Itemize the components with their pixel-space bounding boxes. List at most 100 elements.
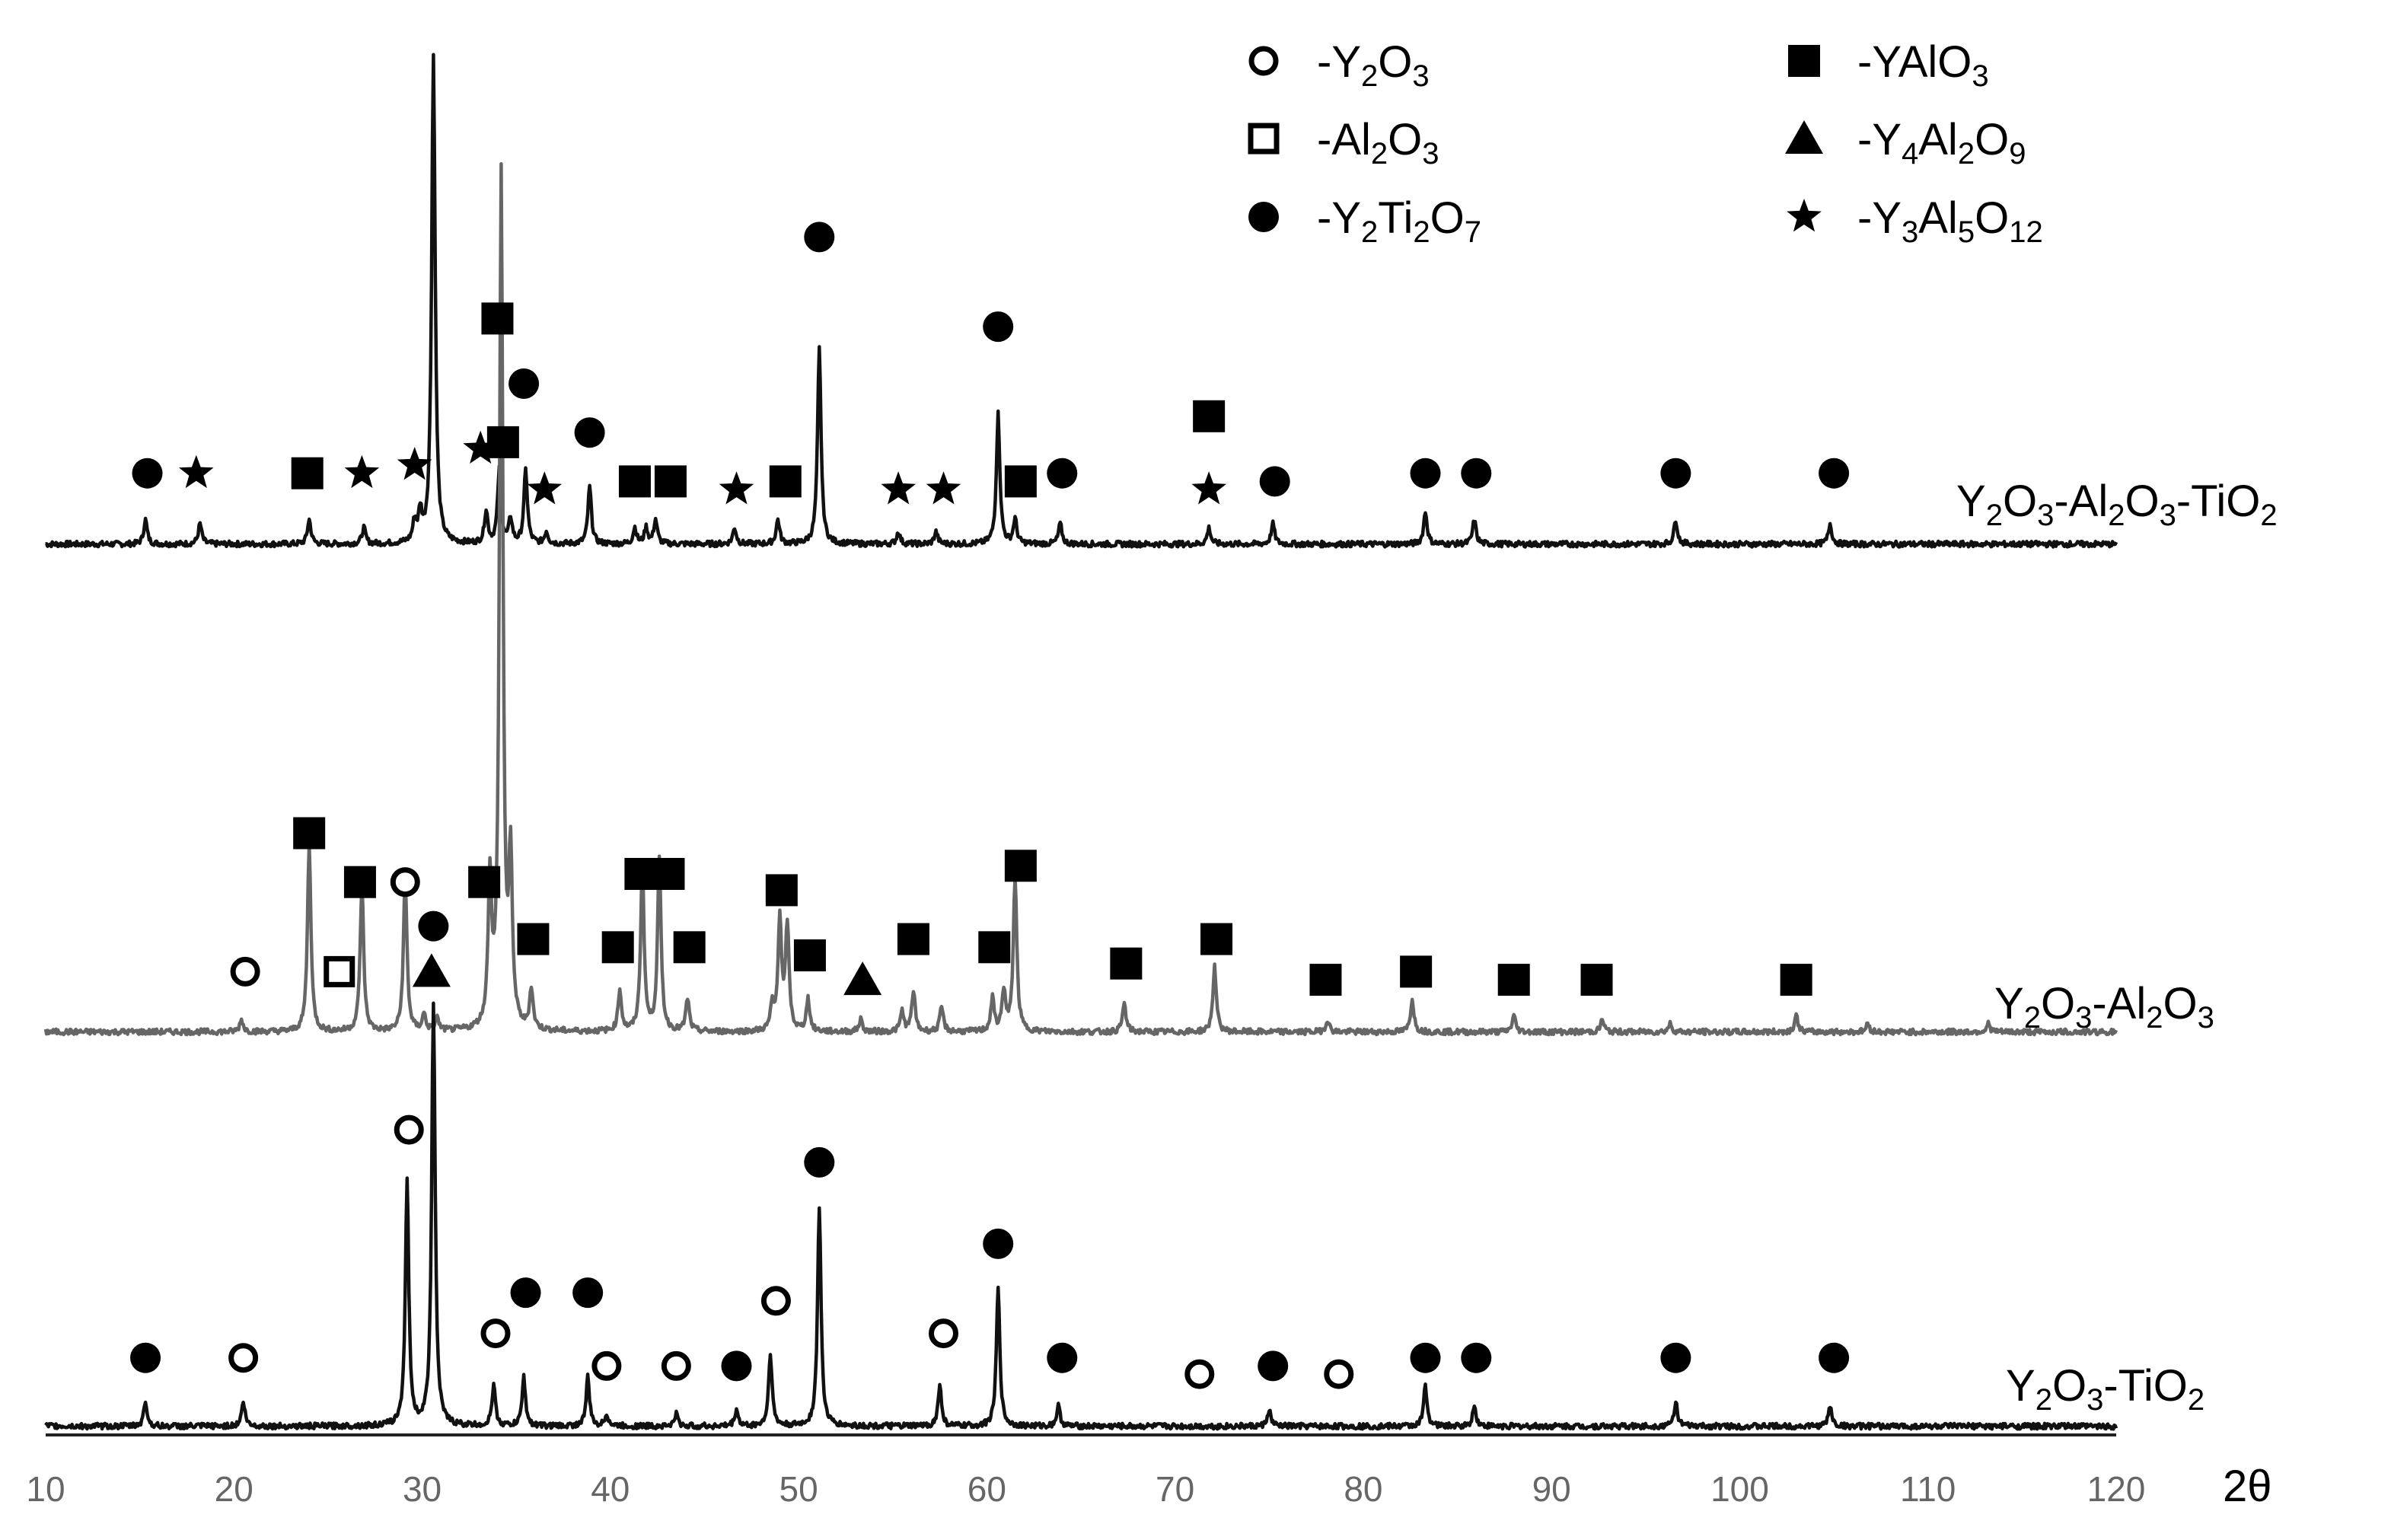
filled-square-marker — [618, 465, 651, 498]
legend-text-part: -Y — [1317, 37, 1361, 87]
x-tick-label: 10 — [26, 1469, 65, 1509]
filled-square-marker — [468, 866, 501, 898]
filled-square-marker — [769, 465, 802, 498]
legend-subscript: 7 — [1465, 215, 1481, 249]
filled-square-marker — [293, 817, 326, 850]
legend-entry-Y2O3: -Y2O3 — [1317, 37, 1430, 93]
star-marker — [1191, 471, 1226, 505]
filled-square-marker — [1497, 964, 1530, 996]
label-subscript: 2 — [2146, 1001, 2163, 1035]
filled-circle-marker — [510, 1277, 541, 1309]
legend-text-part: -Y — [1857, 193, 1902, 243]
filled-circle-marker — [418, 910, 449, 942]
legend-text-part: -Al — [1317, 115, 1371, 164]
filled-square-marker — [765, 874, 798, 907]
filled-circle-marker — [1819, 458, 1850, 489]
legend-entry-YAlO3: -YAlO3 — [1857, 37, 1989, 93]
filled-square-marker — [1580, 964, 1613, 996]
filled-circle-marker — [983, 1228, 1014, 1259]
legend-text-part: O — [1378, 37, 1412, 87]
open-circle-marker — [760, 1286, 791, 1316]
legend-text-part: -YAlO — [1857, 37, 1972, 87]
filled-square-legend-icon — [1788, 45, 1820, 77]
legend-text-part: Al — [1918, 115, 1958, 164]
open-circle-marker — [228, 1343, 259, 1373]
label-subscript: 3 — [2198, 1001, 2214, 1035]
open-circle-marker — [661, 1350, 691, 1381]
diffraction-traces — [43, 53, 2118, 1431]
open-circle-legend-icon — [1248, 46, 1279, 76]
filled-square-marker — [481, 302, 514, 335]
label-text: Y — [1956, 477, 1986, 526]
label-subscript: 3 — [2037, 499, 2054, 532]
label-text: Y — [1994, 979, 2024, 1028]
legend-subscript: 2 — [1413, 215, 1430, 249]
filled-circle-marker — [1047, 1342, 1078, 1373]
legend-text-part: O — [1975, 193, 2009, 243]
trace-line — [43, 161, 2118, 1037]
filled-square-marker — [486, 426, 519, 458]
label-text: O — [2041, 979, 2075, 1028]
filled-square-marker — [517, 923, 550, 955]
legend-entry-Al2O3: -Al2O3 — [1317, 115, 1439, 171]
legend-subscript: 2 — [1361, 59, 1378, 93]
filled-square-marker — [1309, 964, 1342, 996]
x-tick-label: 80 — [1344, 1469, 1382, 1509]
label-text: O — [2163, 979, 2197, 1028]
label-subscript: 2 — [2036, 1383, 2052, 1417]
open-circle-marker — [230, 956, 260, 987]
legend-text-part: Ti — [1378, 193, 1413, 243]
label-text: -TiO — [2176, 477, 2261, 526]
series-label: Y2O3-Al2O3-TiO2 — [1956, 477, 2278, 532]
filled-square-marker — [673, 931, 706, 964]
star-marker — [926, 471, 961, 505]
filled-square-marker — [793, 939, 826, 971]
filled-circle-marker — [1660, 458, 1691, 489]
x-axis: 10 20 30 40 50 60 70 80 90 100 110 120 — [26, 1433, 2145, 1509]
open-square-marker — [324, 955, 355, 987]
legend-text-part: O — [1975, 115, 2009, 164]
open-circle-marker — [390, 867, 420, 898]
filled-square-marker — [1004, 850, 1037, 882]
filled-triangle-legend-icon — [1785, 120, 1823, 154]
filled-circle-marker — [1461, 1342, 1492, 1373]
x-tick-label: 70 — [1156, 1469, 1194, 1509]
legend-entry-Y2Ti2O7: -Y2Ti2O7 — [1317, 193, 1481, 249]
filled-circle-marker — [804, 222, 835, 253]
trace-line — [44, 1001, 2118, 1431]
x-tick-label: 110 — [1900, 1469, 1956, 1509]
filled-triangle-marker — [843, 961, 882, 996]
legend-subscript: 2 — [1371, 137, 1388, 171]
open-circle-marker — [1324, 1359, 1354, 1389]
label-text: Y — [2006, 1361, 2036, 1411]
filled-circle-marker — [1819, 1342, 1850, 1373]
filled-square-marker — [897, 923, 929, 955]
label-text: O — [2003, 477, 2037, 526]
x-tick-label: 50 — [779, 1469, 818, 1509]
legend-text-part: -Y — [1857, 115, 1902, 164]
label-subscript: 3 — [2087, 1383, 2103, 1417]
filled-square-marker — [601, 931, 634, 964]
label-text: -TiO — [2103, 1361, 2188, 1411]
filled-circle-marker — [130, 1342, 161, 1373]
filled-square-marker — [978, 931, 1011, 964]
phase-markers — [130, 222, 1850, 1389]
open-square-legend-icon — [1248, 123, 1280, 155]
label-text: O — [2125, 477, 2159, 526]
series-label: Y2O3-TiO2 — [2006, 1361, 2205, 1417]
x-tick-label: 100 — [1710, 1469, 1769, 1509]
legend-subscript: 2 — [1958, 137, 1975, 171]
x-tick-label: 40 — [591, 1469, 630, 1509]
label-text: -Al — [2054, 477, 2108, 526]
legend-subscript: 5 — [1958, 215, 1975, 249]
open-circle-marker — [928, 1318, 958, 1349]
legend-subscript: 4 — [1902, 137, 1918, 171]
label-subscript: 2 — [2024, 1001, 2041, 1035]
filled-circle-marker — [1410, 1342, 1441, 1373]
filled-circle-marker — [804, 1146, 835, 1178]
filled-circle-marker — [1047, 458, 1078, 489]
legend-text-part: O — [1388, 115, 1422, 164]
filled-circle-marker — [721, 1350, 752, 1382]
filled-circle-marker — [1660, 1342, 1691, 1373]
